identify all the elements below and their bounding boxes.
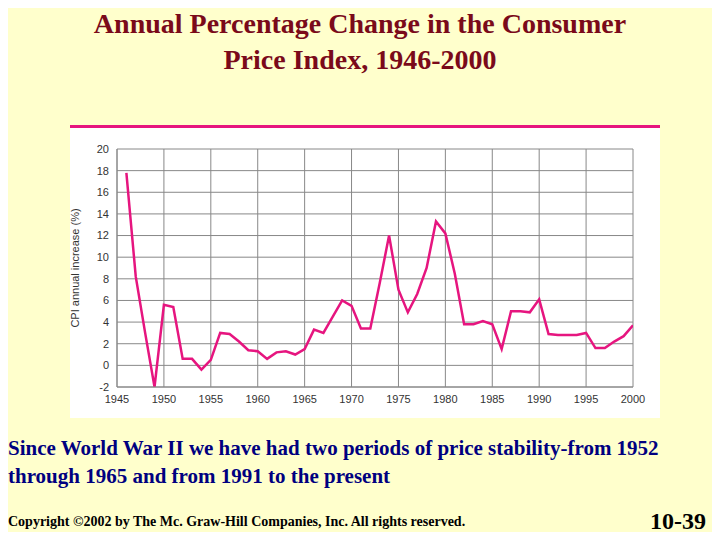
svg-text:1980: 1980 [433,393,457,405]
svg-text:1995: 1995 [574,393,598,405]
svg-text:1960: 1960 [245,393,269,405]
svg-text:2: 2 [103,338,109,350]
svg-text:1970: 1970 [339,393,363,405]
svg-text:10: 10 [97,251,109,263]
svg-text:1975: 1975 [386,393,410,405]
svg-text:-2: -2 [99,381,109,393]
svg-text:12: 12 [97,229,109,241]
html-text:Annual Percentage Change in th: Annual Percentage Change in the Consumer… [93,8,627,75]
html-text:10-39: 10-39 [650,508,706,534]
svg-text:16: 16 [97,186,109,198]
html-text:Copyright ©2002 by The Mc. Gra: Copyright ©2002 by The Mc. Graw-Hill Com… [8,514,466,529]
svg-text:1965: 1965 [292,393,316,405]
svg-text:1945: 1945 [105,393,129,405]
svg-text:20: 20 [97,143,109,155]
svg-text:1990: 1990 [527,393,551,405]
svg-text:1985: 1985 [480,393,504,405]
svg-text:1950: 1950 [152,393,176,405]
svg-text:18: 18 [97,165,109,177]
svg-text:2000: 2000 [621,393,645,405]
svg-text:4: 4 [103,316,109,328]
svg-text:14: 14 [97,208,109,220]
svg-text:1955: 1955 [199,393,223,405]
svg-text:6: 6 [103,294,109,306]
html-text:Since World War II we have had: Since World War II we have had two perio… [8,436,659,488]
svg-text:CPI annual increase (%): CPI annual increase (%) [70,208,81,327]
svg-text:8: 8 [103,273,109,285]
svg-text:0: 0 [103,359,109,371]
